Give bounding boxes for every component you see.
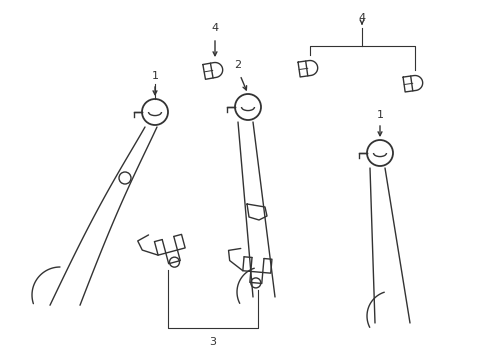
Text: 3: 3	[209, 337, 216, 347]
Text: 4: 4	[358, 13, 365, 23]
Text: 4: 4	[211, 23, 218, 33]
Text: 2: 2	[234, 60, 241, 70]
Text: 1: 1	[151, 71, 158, 81]
Text: 1: 1	[376, 110, 383, 120]
